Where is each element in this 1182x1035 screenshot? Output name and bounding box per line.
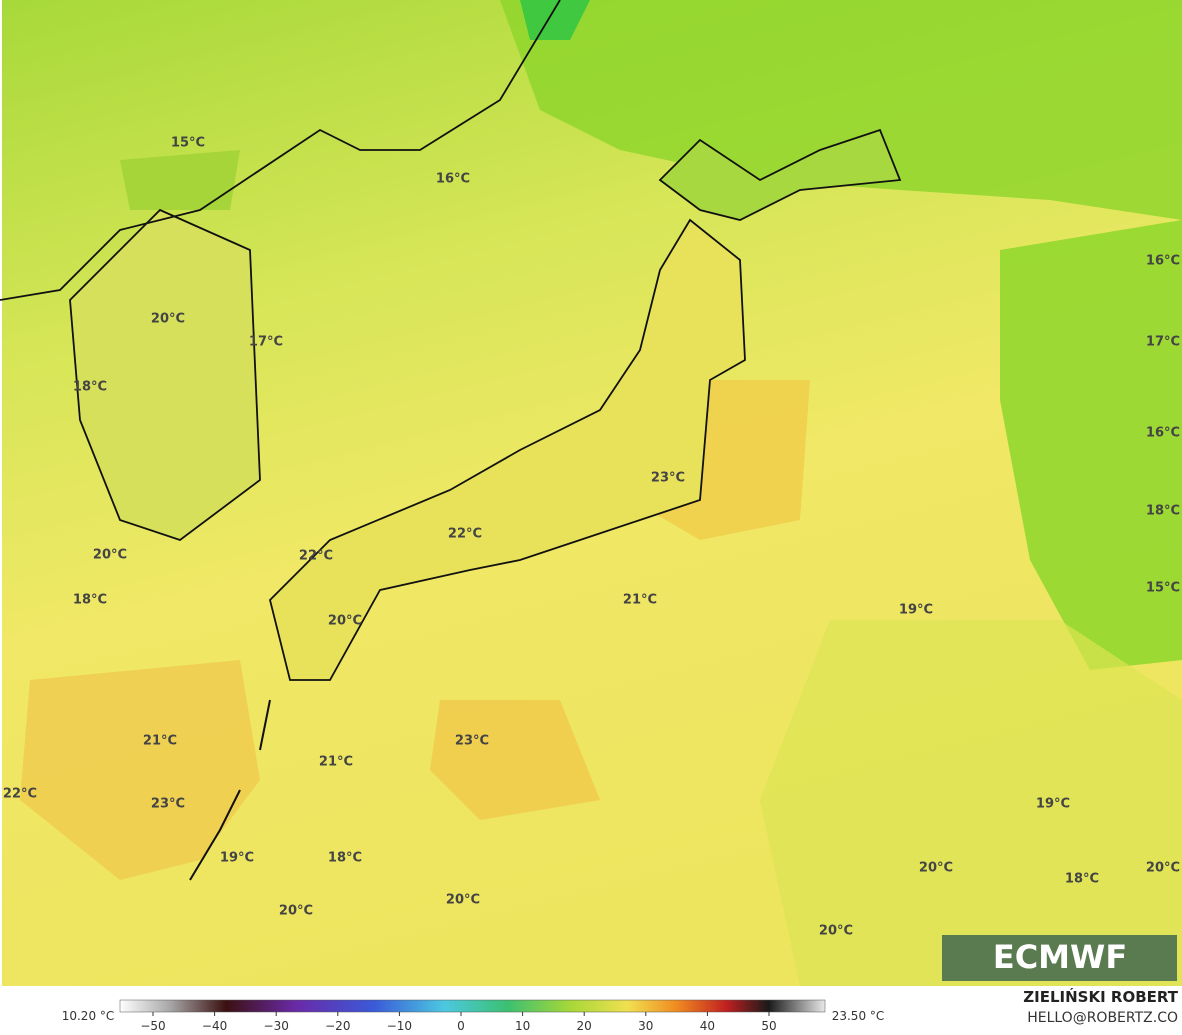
- temperature-label: 23°C: [455, 734, 489, 749]
- temperature-label: 20°C: [819, 924, 853, 939]
- logo-box: [942, 935, 1177, 981]
- temperature-label: 21°C: [623, 593, 657, 608]
- temperature-label: 16°C: [1146, 254, 1180, 269]
- islands: [189, 699, 271, 881]
- warm-area: [430, 700, 600, 820]
- colorbar-tick-label: −20: [325, 1019, 350, 1033]
- temperature-label: 19°C: [899, 603, 933, 618]
- temperature-label: 19°C: [220, 851, 254, 866]
- temperature-label: 18°C: [73, 593, 107, 608]
- hokkaido-outline: [658, 128, 902, 221]
- temperature-label: 22°C: [3, 787, 37, 802]
- logo: ECMWF: [993, 938, 1127, 976]
- temperature-label: 18°C: [73, 380, 107, 395]
- coastline: [0, 0, 561, 301]
- temperature-label: 18°C: [1065, 872, 1099, 887]
- temperature-label: 15°C: [171, 136, 205, 151]
- temperature-label: 20°C: [919, 861, 953, 876]
- mild-area: [760, 620, 1182, 986]
- colorbar-max: 23.50 °C: [832, 1009, 885, 1023]
- contact: HELLO@ROBERTZ.CO: [1027, 1010, 1178, 1026]
- temperature-label: 23°C: [651, 471, 685, 486]
- colorbar-tick-label: 30: [638, 1019, 653, 1033]
- temperature-label: 21°C: [143, 734, 177, 749]
- temperature-label: 20°C: [279, 904, 313, 919]
- colorbar: [119, 999, 826, 1013]
- colorbar-tick-label: 10: [515, 1019, 530, 1033]
- temperature-label: 16°C: [1146, 426, 1180, 441]
- temperature-label: 15°C: [1146, 581, 1180, 596]
- cool-area: [500, 0, 1182, 220]
- temperature-label: 21°C: [319, 755, 353, 770]
- temperature-label: 20°C: [151, 312, 185, 327]
- cool-area: [1000, 220, 1182, 670]
- temperature-label: 18°C: [1146, 504, 1180, 519]
- japan-outline: [269, 218, 746, 681]
- temperature-label: 17°C: [1146, 335, 1180, 350]
- colorbar-tick-label: 50: [761, 1019, 776, 1033]
- colorbar-tick-label: −50: [140, 1019, 165, 1033]
- temperature-label: 20°C: [328, 614, 362, 629]
- cool-area: [120, 150, 240, 210]
- colorbar-tick-label: −40: [202, 1019, 227, 1033]
- colorbar-tick-label: −30: [264, 1019, 289, 1033]
- temperature-label: 19°C: [1036, 797, 1070, 812]
- colorbar-min: 10.20 °C: [62, 1009, 115, 1023]
- temperature-label: 20°C: [93, 548, 127, 563]
- temperature-label: 22°C: [299, 549, 333, 564]
- colorbar-tick-label: −10: [387, 1019, 412, 1033]
- colorbar-tick-label: 20: [577, 1019, 592, 1033]
- map: [0, 0, 1182, 986]
- colorbar-tick-label: 0: [457, 1019, 465, 1033]
- warm-area: [20, 660, 260, 880]
- temperature-label: 18°C: [328, 851, 362, 866]
- temperature-label: 23°C: [151, 797, 185, 812]
- colorbar-tick-label: 40: [700, 1019, 715, 1033]
- temperature-label: 20°C: [1146, 861, 1180, 876]
- temperature-label: 22°C: [448, 527, 482, 542]
- temperature-label: 16°C: [436, 172, 470, 187]
- temperature-label: 20°C: [446, 893, 480, 908]
- author: ZIELIŃSKI ROBERT: [1023, 987, 1178, 1006]
- cool-area: [520, 0, 590, 40]
- temperature-label: 17°C: [249, 335, 283, 350]
